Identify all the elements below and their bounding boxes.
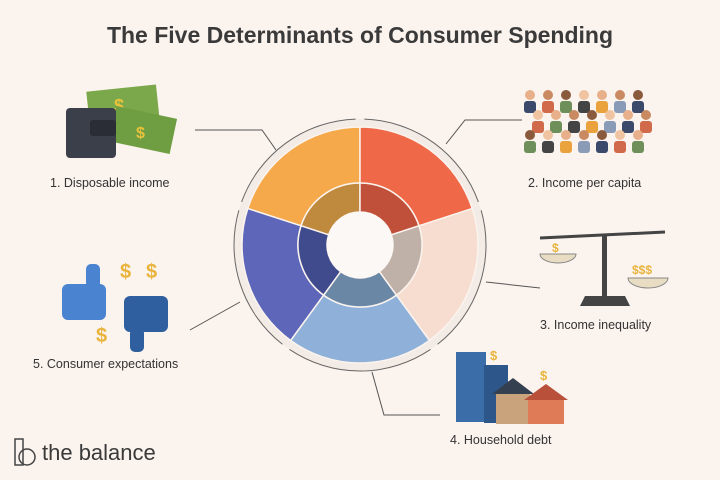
wheel-arc-4 (289, 349, 431, 372)
svg-text:$: $ (552, 241, 559, 255)
person-head (641, 110, 651, 120)
label-income-per-capita: 2. Income per capita (528, 176, 642, 190)
person-body (578, 101, 590, 113)
connector-lines (189, 119, 541, 416)
person-body (578, 141, 590, 153)
person-body (568, 121, 580, 133)
svg-text:$: $ (490, 348, 498, 363)
connector-2 (445, 119, 522, 145)
label-disposable-income: 1. Disposable income (50, 176, 170, 190)
person-head (561, 90, 571, 100)
label-household-debt: 4. Household debt (450, 433, 552, 447)
person-head (623, 110, 633, 120)
person-body (542, 141, 554, 153)
person-head (597, 130, 607, 140)
svg-text:$: $ (114, 96, 124, 116)
person-head (587, 110, 597, 120)
person-head (597, 90, 607, 100)
person-body (640, 121, 652, 133)
person-body (604, 121, 616, 133)
svg-text:$$$: $$$ (632, 263, 652, 277)
connector-5 (189, 301, 241, 331)
svg-text:$: $ (146, 261, 157, 283)
person-body (596, 141, 608, 153)
person-head (579, 130, 589, 140)
person-head (615, 90, 625, 100)
logo-text: the balance (42, 440, 156, 465)
balance-logo-icon (14, 438, 36, 466)
person-head (525, 90, 535, 100)
svg-text:$: $ (136, 125, 145, 142)
determinants-wheel (233, 118, 487, 372)
person-head (561, 130, 571, 140)
person-body (614, 141, 626, 153)
person-body (550, 121, 562, 133)
page-title: The Five Determinants of Consumer Spendi… (106, 22, 614, 48)
person-head (579, 90, 589, 100)
person-head (551, 110, 561, 120)
person-body (632, 141, 644, 153)
person-head (569, 110, 579, 120)
wallet-money-icon: $ $ (66, 84, 178, 158)
wheel-arc-2 (364, 118, 479, 203)
person-head (543, 90, 553, 100)
label-consumer-expectations: 5. Consumer expectations (33, 357, 179, 371)
person-body (560, 141, 572, 153)
houses-buildings-icon: $ $ (456, 348, 568, 424)
person-head (533, 110, 543, 120)
person-body (586, 121, 598, 133)
person-head (615, 130, 625, 140)
svg-text:$: $ (120, 261, 131, 283)
person-body (560, 101, 572, 113)
wheel-center (327, 212, 393, 278)
wheel-arc-5 (233, 210, 283, 345)
person-head (633, 90, 643, 100)
person-body (532, 121, 544, 133)
person-head (543, 130, 553, 140)
person-head (633, 130, 643, 140)
person-body (622, 121, 634, 133)
crowd-people-icon (524, 90, 652, 153)
person-body (524, 141, 536, 153)
person-body (596, 101, 608, 113)
person-head (605, 110, 615, 120)
connector-4 (371, 371, 440, 416)
svg-text:$: $ (540, 368, 548, 383)
person-body (542, 101, 554, 113)
wheel-arc-1 (241, 118, 356, 203)
thumbs-up-down-icon: $ $ $ (62, 261, 168, 352)
person-body (524, 101, 536, 113)
connector-1 (195, 129, 277, 151)
person-body (632, 101, 644, 113)
person-head (525, 130, 535, 140)
svg-text:$: $ (96, 325, 107, 347)
label-income-inequality: 3. Income inequality (540, 318, 652, 332)
person-body (614, 101, 626, 113)
wheel-arc-3 (437, 210, 487, 345)
logo: the balance (14, 438, 156, 468)
balance-scale-icon: $ $$$ (539, 230, 669, 306)
connector-3 (485, 281, 541, 289)
